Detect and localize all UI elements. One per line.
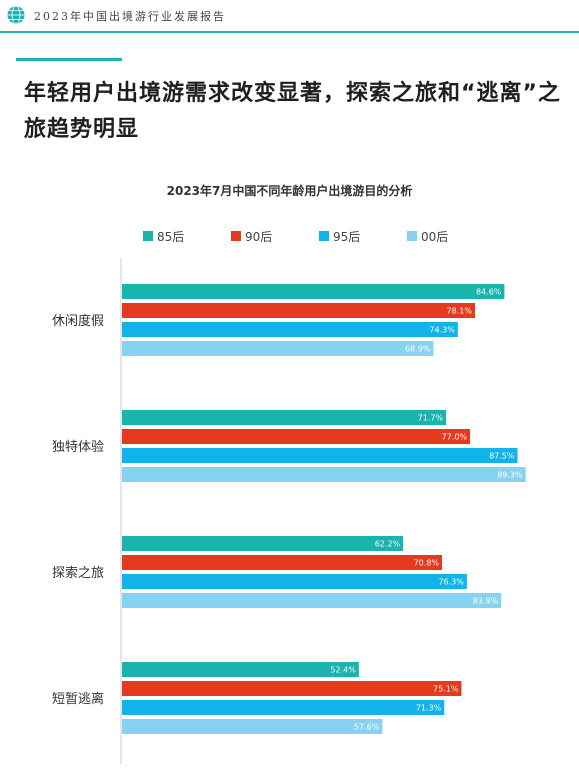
bar	[122, 467, 526, 482]
data-label: 57.6%	[354, 723, 380, 732]
legend-item-00: 00后	[407, 228, 495, 244]
legend-swatch	[319, 231, 329, 241]
category-label: 休闲度假	[52, 313, 104, 329]
bar	[122, 555, 443, 570]
bar	[122, 341, 434, 356]
bar	[122, 593, 502, 608]
data-label: 89.3%	[497, 471, 523, 480]
bar	[122, 303, 476, 318]
data-label: 76.3%	[438, 578, 464, 587]
legend-label: 90后	[245, 229, 273, 244]
bar	[122, 429, 471, 444]
bar	[122, 284, 505, 299]
data-label: 87.5%	[489, 452, 515, 461]
title-accent-bar	[16, 58, 122, 61]
chart-legend: 85后 90后 95后 00后	[143, 228, 495, 244]
data-label: 71.3%	[416, 704, 442, 713]
bar	[122, 410, 447, 425]
bar	[122, 719, 383, 734]
report-title: 2023年中国出境游行业发展报告	[34, 10, 226, 23]
data-label: 70.8%	[414, 559, 440, 568]
legend-item-95: 95后	[319, 228, 407, 244]
header-divider	[0, 31, 579, 33]
legend-label: 00后	[421, 229, 449, 244]
bar	[122, 700, 445, 715]
category-label: 短暂逃离	[52, 691, 104, 707]
bar	[122, 681, 462, 696]
data-label: 83.9%	[473, 597, 499, 606]
legend-swatch	[143, 231, 153, 241]
data-label: 77.0%	[442, 433, 468, 442]
globe-icon	[6, 5, 26, 25]
legend-label: 95后	[333, 229, 361, 244]
bar	[122, 574, 467, 589]
chart-title: 2023年7月中国不同年龄用户出境游目的分析	[166, 184, 413, 198]
category-label: 独特体验	[52, 439, 104, 455]
data-label: 75.1%	[433, 685, 459, 694]
bar	[122, 448, 518, 463]
data-label: 71.7%	[418, 414, 444, 423]
bar	[122, 536, 404, 551]
legend-item-85: 85后	[143, 228, 231, 244]
data-label: 52.4%	[330, 666, 356, 675]
legend-swatch	[231, 231, 241, 241]
bar	[122, 662, 359, 677]
legend-label: 85后	[157, 229, 185, 244]
legend-item-90: 90后	[231, 228, 319, 244]
data-label: 74.3%	[429, 326, 455, 335]
data-label: 78.1%	[447, 307, 473, 316]
data-label: 84.6%	[476, 288, 502, 297]
bar	[122, 322, 458, 337]
data-label: 68.9%	[405, 345, 431, 354]
legend-swatch	[407, 231, 417, 241]
category-label: 探索之旅	[52, 566, 104, 581]
data-label: 62.2%	[375, 540, 401, 549]
page-headline: 年轻用户出境游需求改变显著，探索之旅和“逃离”之旅趋势明显	[24, 81, 561, 142]
report-header: 2023年中国出境游行业发展报告	[0, 0, 579, 32]
